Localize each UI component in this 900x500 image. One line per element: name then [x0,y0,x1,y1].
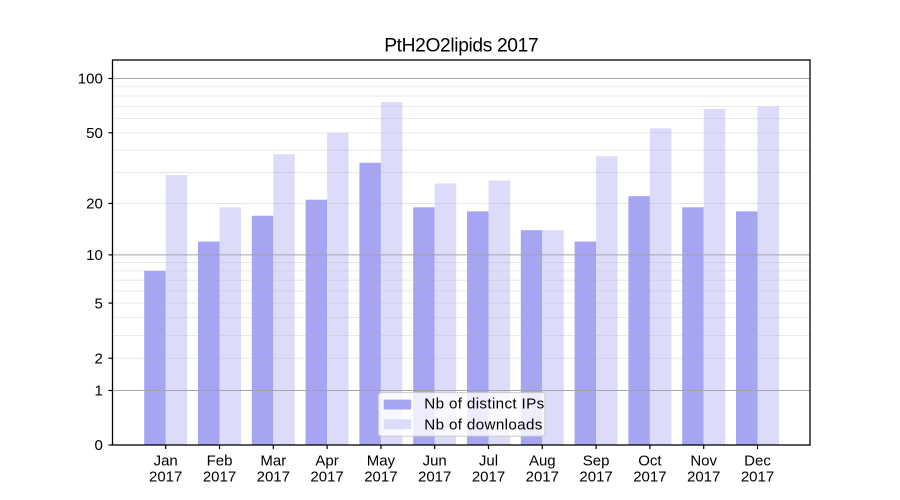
svg-text:2017: 2017 [633,469,666,486]
svg-text:10: 10 [86,247,103,264]
svg-text:Nb of distinct IPs: Nb of distinct IPs [424,396,544,413]
svg-text:2017: 2017 [418,469,451,486]
svg-text:2017: 2017 [364,469,397,486]
svg-text:2: 2 [94,350,102,367]
svg-text:2017: 2017 [149,469,182,486]
svg-text:Apr: Apr [315,453,338,470]
svg-text:May: May [367,453,396,470]
svg-text:2017: 2017 [579,469,612,486]
svg-text:Nb of downloads: Nb of downloads [424,416,542,433]
svg-text:Jan: Jan [154,453,178,470]
svg-text:100: 100 [78,71,103,88]
svg-text:5: 5 [94,295,102,312]
svg-text:2017: 2017 [687,469,720,486]
svg-text:2017: 2017 [526,469,559,486]
svg-text:Mar: Mar [260,453,286,470]
svg-text:Jun: Jun [423,453,447,470]
svg-text:Nov: Nov [690,453,717,470]
svg-text:Dec: Dec [744,453,771,470]
svg-text:Oct: Oct [638,453,662,470]
svg-text:2017: 2017 [203,469,236,486]
svg-text:2017: 2017 [741,469,774,486]
svg-text:2017: 2017 [472,469,505,486]
svg-text:Feb: Feb [207,453,233,470]
svg-text:Sep: Sep [583,453,610,470]
svg-text:Jul: Jul [479,453,498,470]
svg-text:20: 20 [86,196,103,213]
svg-text:2017: 2017 [310,469,343,486]
svg-text:0: 0 [94,437,102,454]
svg-text:1: 1 [94,383,102,400]
svg-text:PtH2O2lipids 2017: PtH2O2lipids 2017 [384,36,538,57]
svg-text:Aug: Aug [529,453,556,470]
svg-text:50: 50 [86,125,103,142]
svg-text:2017: 2017 [257,469,290,486]
